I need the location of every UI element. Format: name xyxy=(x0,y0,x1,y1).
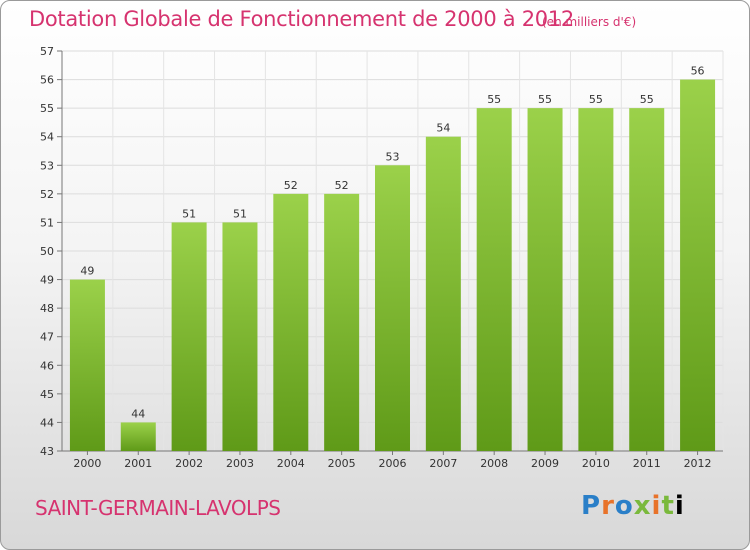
y-tick-label-43: 43 xyxy=(40,445,54,458)
bar-2011 xyxy=(629,108,665,452)
bar-2012 xyxy=(680,79,716,452)
bar-2000 xyxy=(69,279,105,451)
value-label-2011: 55 xyxy=(640,93,654,106)
chart-unit-label: (en milliers d'€) xyxy=(542,15,637,29)
value-label-2010: 55 xyxy=(589,93,603,106)
y-tick-label-47: 47 xyxy=(40,331,54,344)
x-tick-label-2002: 2002 xyxy=(175,457,203,470)
y-tick-label-46: 46 xyxy=(40,359,54,372)
y-tick-label-55: 55 xyxy=(40,102,54,115)
y-tick-label-48: 48 xyxy=(40,302,54,315)
x-tick-label-2011: 2011 xyxy=(633,457,661,470)
y-tick-label-51: 51 xyxy=(40,216,54,229)
bar-2008 xyxy=(476,108,512,452)
bar-2003 xyxy=(222,222,258,451)
bar-2005 xyxy=(324,193,360,451)
y-tick-label-52: 52 xyxy=(40,188,54,201)
value-label-2009: 55 xyxy=(538,93,552,106)
x-tick-label-2005: 2005 xyxy=(328,457,356,470)
value-label-2000: 49 xyxy=(80,265,94,278)
bar-2001 xyxy=(120,422,156,451)
y-tick-label-53: 53 xyxy=(40,159,54,172)
y-tick-labels: 43 44 45 46 47 48 49 50 51 52 53 54 55 56 57 xyxy=(40,45,54,458)
y-tick-label-45: 45 xyxy=(40,388,54,401)
x-tick-label-2012: 2012 xyxy=(684,457,712,470)
value-label-2001: 44 xyxy=(131,407,145,420)
value-label-2012: 56 xyxy=(691,65,705,78)
y-tick-label-56: 56 xyxy=(40,74,54,87)
x-tick-label-2003: 2003 xyxy=(226,457,254,470)
y-tick-label-50: 50 xyxy=(40,245,54,258)
bar-2006 xyxy=(375,165,410,452)
x-tick-label-2000: 2000 xyxy=(73,457,101,470)
value-label-2008: 55 xyxy=(487,93,501,106)
y-tick-label-54: 54 xyxy=(40,131,54,144)
x-tick-label-2010: 2010 xyxy=(582,457,610,470)
x-tick-label-2004: 2004 xyxy=(277,457,305,470)
x-tick-label-2008: 2008 xyxy=(480,457,508,470)
value-label-2007: 54 xyxy=(436,122,450,135)
value-label-2005: 52 xyxy=(335,179,349,192)
chart-title: Dotation Globale de Fonctionnement de 20… xyxy=(29,7,574,31)
y-tick-label-57: 57 xyxy=(40,45,54,58)
x-tick-label-2006: 2006 xyxy=(379,457,407,470)
y-tick-label-44: 44 xyxy=(40,416,54,429)
bars xyxy=(69,79,716,452)
x-tick-labels: 2000 2001 2002 2003 2004 2005 2006 2007 2008 2009… xyxy=(73,457,711,470)
bar-2009 xyxy=(527,108,563,452)
value-label-2004: 52 xyxy=(284,179,298,192)
bar-2010 xyxy=(578,108,614,452)
value-labels: 49 44 51 51 52 52 53 54 55 55 55 55 56 xyxy=(80,65,704,421)
value-label-2006: 53 xyxy=(386,150,400,163)
x-tick-label-2007: 2007 xyxy=(429,457,457,470)
proxiti-logo: Proxiti xyxy=(581,491,685,521)
commune-name: SAINT-GERMAIN-LAVOLPS xyxy=(35,496,281,520)
bar-2002 xyxy=(171,222,207,451)
y-tick-label-49: 49 xyxy=(40,274,54,287)
bar-2007 xyxy=(425,136,461,451)
bar-2004 xyxy=(273,193,309,451)
x-tick-label-2009: 2009 xyxy=(531,457,559,470)
x-tick-label-2001: 2001 xyxy=(124,457,152,470)
value-label-2003: 51 xyxy=(233,207,247,220)
value-label-2002: 51 xyxy=(182,207,196,220)
